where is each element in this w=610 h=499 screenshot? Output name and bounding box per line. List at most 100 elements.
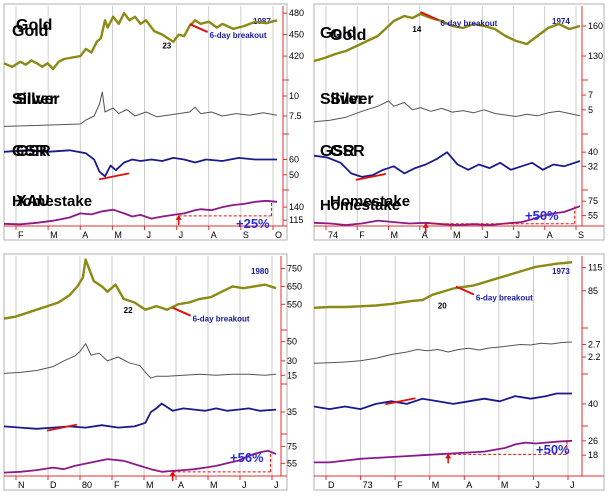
- x-tick-label: M: [432, 480, 440, 490]
- x-tick-label: S: [243, 230, 249, 240]
- x-tick-label: A: [82, 230, 88, 240]
- y-tick-label: 420: [289, 51, 304, 61]
- series-label: GSR: [330, 143, 365, 160]
- series-label: Gold: [12, 23, 48, 40]
- y-tick-label: 10: [289, 91, 299, 101]
- y-tick-label: 60: [289, 154, 299, 164]
- x-tick-label: F: [397, 480, 403, 490]
- series-line: [3, 149, 277, 178]
- series-line: [313, 100, 581, 123]
- series-label: XAU: [16, 193, 50, 210]
- series-line: [3, 199, 278, 226]
- entry-arrow-head: [169, 470, 176, 476]
- year-tag: 1973: [552, 267, 570, 276]
- y-tick-label: 550: [287, 299, 302, 309]
- x-tick-label: F: [18, 230, 24, 240]
- gain-percent: +50%: [525, 208, 559, 223]
- y-tick-label: 5: [588, 105, 593, 115]
- gsr-low-marker: [385, 397, 416, 406]
- gain-percent: +50%: [536, 442, 570, 457]
- chart-panel: F M A M J J A S O1987480450420Gold107.5Silver605…: [3, 3, 304, 241]
- y-tick-label: 26: [588, 436, 598, 446]
- series-label: Gold: [320, 25, 356, 42]
- series-label: Silver: [330, 91, 374, 108]
- series-line: [3, 449, 277, 474]
- y-tick-label: 160: [588, 21, 603, 31]
- series-label: Homestake: [12, 193, 92, 210]
- breakout-label: 6-day breakout: [210, 31, 267, 40]
- series-label: GSR: [12, 143, 47, 160]
- x-tick-label: J: [242, 480, 247, 490]
- y-tick-label: 650: [287, 281, 302, 291]
- chart-panel: D 73 F M A M J J 1973 115 85 Gold 2.7 2.2 Silver 40 GSR 2…: [313, 27, 605, 491]
- entry-arrow-head: [175, 214, 182, 220]
- y-tick-label: 55: [287, 458, 297, 468]
- series-label: GSR: [320, 143, 355, 160]
- x-tick-label: S: [578, 230, 584, 240]
- gsr-low-marker: [355, 173, 387, 181]
- x-tick-label: N: [18, 480, 25, 490]
- x-tick-label: J: [516, 230, 521, 240]
- breakout-label: 6-day breakout: [193, 315, 250, 324]
- breakout-marker: [455, 285, 475, 296]
- day-number-label: 22: [124, 306, 133, 315]
- x-tick-label: M: [50, 230, 58, 240]
- y-tick-label: 7: [588, 90, 593, 100]
- y-tick-label: 40: [588, 147, 598, 157]
- x-tick-label: M: [501, 480, 509, 490]
- x-tick-label: M: [210, 480, 218, 490]
- panel-frame: [313, 253, 605, 491]
- y-tick-label: 750: [287, 264, 302, 274]
- x-tick-label: O: [275, 230, 282, 240]
- x-tick-label: F: [114, 480, 120, 490]
- x-tick-label: A: [547, 230, 553, 240]
- series-label: Gold: [16, 17, 52, 34]
- entry-arrow-head: [422, 222, 429, 228]
- x-tick-label: M: [114, 230, 122, 240]
- gain-percent: +56%: [230, 450, 264, 465]
- x-tick-label: D: [50, 480, 57, 490]
- x-tick-label: J: [535, 480, 540, 490]
- y-tick-label: 75: [287, 441, 297, 451]
- y-tick-label: 18: [588, 450, 598, 460]
- y-tick-label: 480: [289, 8, 304, 18]
- x-tick-label: J: [179, 230, 184, 240]
- x-tick-label: A: [178, 480, 184, 490]
- series-line: [3, 343, 277, 379]
- x-tick-label: D: [328, 480, 335, 490]
- y-tick-label: 50: [287, 337, 297, 347]
- x-tick-label: F: [359, 230, 365, 240]
- series-label: Silver: [16, 91, 60, 108]
- breakout-marker: [172, 306, 192, 317]
- series-line: [3, 258, 277, 320]
- x-tick-label: M: [453, 230, 461, 240]
- y-tick-label: 140: [289, 202, 304, 212]
- breakout-marker: [189, 23, 209, 33]
- y-tick-label: 50: [289, 170, 299, 180]
- series-label: Silver: [12, 91, 56, 108]
- series-label: Homestake: [330, 193, 410, 210]
- y-tick-label: 115: [588, 263, 602, 273]
- chart-panel: N D 80 F M A M J J 1980 750 650 550 Gold 50 30 15 Silver 3…: [3, 23, 302, 491]
- day-number-label: 23: [162, 42, 171, 51]
- year-tag: 1980: [251, 267, 269, 276]
- y-tick-label: 40: [588, 399, 598, 409]
- gain-percent: +25%: [236, 216, 270, 231]
- series-line: [314, 439, 573, 464]
- y-tick-label: 130: [588, 51, 603, 61]
- breakout-label: 6-day breakout: [440, 19, 497, 28]
- y-tick-label: 75: [588, 196, 598, 206]
- y-tick-label: 2.2: [588, 352, 601, 362]
- x-tick-label: A: [466, 480, 472, 490]
- day-number-label: 14: [412, 25, 421, 34]
- x-tick-label: J: [147, 230, 152, 240]
- x-tick-label: A: [211, 230, 217, 240]
- series-label: Gold: [330, 27, 366, 44]
- breakout-label: 6-day breakout: [476, 293, 533, 302]
- y-tick-label: 32: [588, 161, 598, 171]
- series-label: Silver: [320, 91, 364, 108]
- x-tick-label: J: [274, 480, 279, 490]
